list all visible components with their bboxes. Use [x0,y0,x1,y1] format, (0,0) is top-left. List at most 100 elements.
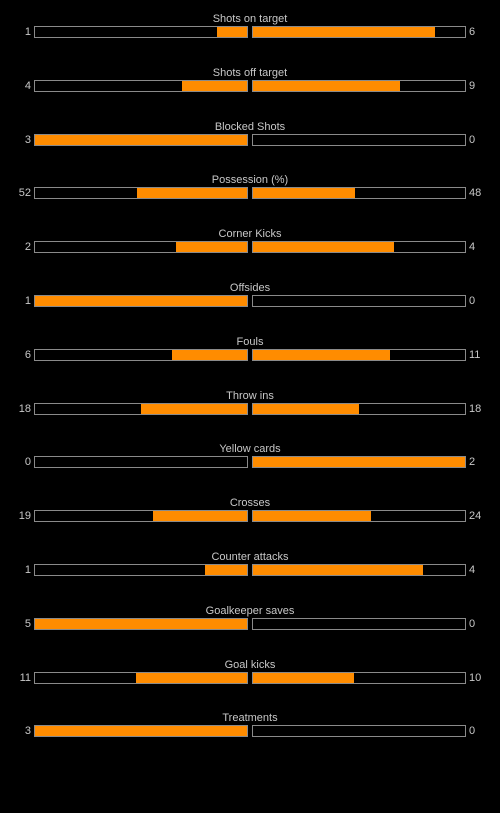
away-bar [252,725,466,737]
away-value: 11 [469,349,481,361]
away-value: 18 [469,403,482,415]
stat-title: Treatments [222,712,278,724]
stat-row-offsides: Offsides 1 0 [0,281,500,321]
stat-title: Goal kicks [224,659,276,671]
home-bar-fill [137,188,247,198]
away-bar-fill [253,350,390,360]
away-value: 2 [469,456,476,468]
away-value: 48 [469,187,482,199]
away-bar [252,403,466,415]
away-bar-fill [253,565,423,575]
away-bar [252,295,466,307]
home-bar [34,295,248,307]
away-bar-fill [253,511,371,521]
stat-title: Offsides [229,282,271,294]
home-bar [34,26,248,38]
stat-title: Counter attacks [211,551,289,563]
home-bar-fill [205,565,247,575]
away-value: 4 [469,241,476,253]
stat-title: Fouls [236,336,264,348]
home-bar [34,403,248,415]
away-value: 10 [469,672,482,684]
away-value: 0 [469,725,476,737]
home-bar [34,456,248,468]
away-bar [252,349,466,361]
away-bar [252,80,466,92]
away-bar-fill [253,27,435,37]
away-bar [252,241,466,253]
stat-row-throw-ins: Throw ins 18 18 [0,389,500,429]
home-value: 3 [24,725,31,737]
away-value: 6 [469,26,476,38]
stat-row-crosses: Crosses 19 24 [0,496,500,536]
home-bar [34,80,248,92]
away-value: 0 [469,134,476,146]
away-value: 0 [469,295,476,307]
stat-title: Shots off target [212,67,288,79]
away-bar [252,187,466,199]
home-value: 19 [18,510,31,522]
stat-row-shots-off-target: Shots off target 4 9 [0,66,500,106]
stat-row-possession: Possession (%) 52 48 [0,173,500,213]
away-bar-fill [253,242,394,252]
stat-row-counter-attacks: Counter attacks 1 4 [0,550,500,590]
home-value: 18 [18,403,31,415]
home-value: 1 [24,295,31,307]
stat-title: Crosses [229,497,271,509]
away-bar [252,26,466,38]
away-bar [252,456,466,468]
stat-title: Corner Kicks [218,228,282,240]
home-bar [34,241,248,253]
away-bar-fill [253,188,355,198]
away-bar [252,564,466,576]
stat-row-fouls: Fouls 6 11 [0,335,500,375]
stat-row-corner-kicks: Corner Kicks 2 4 [0,227,500,267]
home-bar-fill [35,135,247,145]
away-bar-fill [253,673,354,683]
stat-title: Possession (%) [211,174,289,186]
stat-row-yellow-cards: Yellow cards 0 2 [0,442,500,482]
home-bar-fill [172,350,247,360]
home-bar-fill [35,296,247,306]
stat-title: Throw ins [226,390,274,402]
home-bar [34,618,248,630]
home-bar [34,564,248,576]
home-value: 6 [24,349,31,361]
home-bar [34,725,248,737]
home-value: 1 [24,26,31,38]
home-bar [34,187,248,199]
home-bar [34,672,248,684]
away-bar-fill [253,404,359,414]
away-value: 24 [469,510,482,522]
home-bar-fill [136,673,247,683]
away-bar [252,134,466,146]
home-bar [34,134,248,146]
stat-title: Shots on target [212,13,288,25]
home-bar-fill [141,404,247,414]
home-bar [34,510,248,522]
stat-row-goal-kicks: Goal kicks 11 10 [0,658,500,698]
stat-title: Goalkeeper saves [205,605,295,617]
away-bar-fill [253,81,400,91]
stat-title: Blocked Shots [214,121,286,133]
home-value: 3 [24,134,31,146]
stat-row-blocked-shots: Blocked Shots 3 0 [0,120,500,160]
home-value: 0 [24,456,31,468]
home-value: 5 [24,618,31,630]
home-value: 1 [24,564,31,576]
away-value: 4 [469,564,476,576]
home-value: 4 [24,80,31,92]
stat-row-goalkeeper-saves: Goalkeeper saves 5 0 [0,604,500,644]
away-value: 9 [469,80,476,92]
home-bar-fill [153,511,247,521]
away-bar [252,618,466,630]
home-value: 52 [18,187,31,199]
away-bar-fill [253,457,465,467]
away-bar [252,510,466,522]
home-bar-fill [217,27,247,37]
home-bar [34,349,248,361]
away-value: 0 [469,618,476,630]
stat-row-shots-on-target: Shots on target 1 6 [0,12,500,52]
home-bar-fill [35,726,247,736]
